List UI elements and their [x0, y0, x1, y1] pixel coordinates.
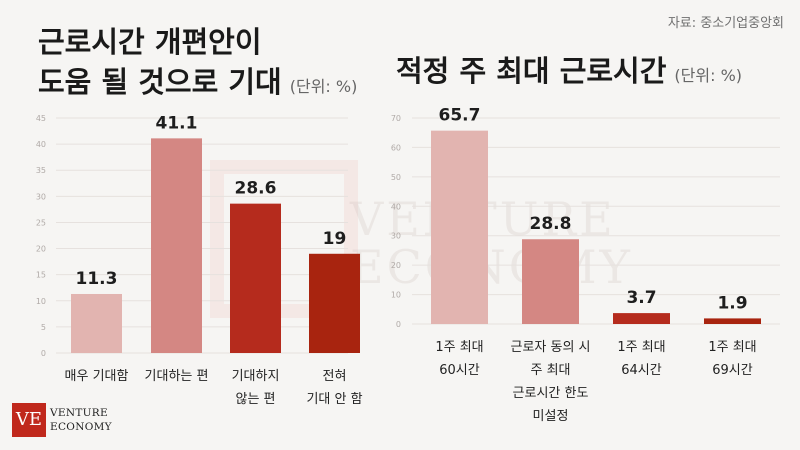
bar: [522, 239, 579, 324]
category-label: 기대하지: [232, 369, 280, 384]
y-tick-label: 10: [36, 297, 46, 306]
category-label: 근로자 동의 시: [510, 340, 590, 355]
y-tick-label: 15: [36, 271, 46, 280]
left-title-line2: 도움 될 것으로 기대: [38, 65, 282, 99]
category-label: 매우 기대함: [65, 369, 129, 384]
data-label: 28.8: [530, 214, 572, 234]
bar: [71, 293, 122, 353]
watermark-line2: ECONOMY: [350, 240, 633, 294]
venture-economy-logo: VE VENTURE ECONOMY: [12, 401, 122, 441]
bar: [151, 138, 202, 353]
y-tick-label: 20: [391, 261, 401, 270]
category-label: 1주 최대: [617, 340, 665, 355]
logo-wordmark: VENTURE ECONOMY: [50, 406, 112, 434]
logo-mark: VE: [12, 403, 46, 437]
right-unit-label: (단위: %): [674, 66, 743, 85]
category-label: 미설정: [533, 409, 569, 424]
data-label: 3.7: [626, 288, 656, 308]
category-label: 69시간: [712, 363, 753, 378]
category-label: 전혀: [323, 369, 347, 384]
y-tick-label: 50: [391, 173, 401, 182]
source-note: 자료: 중소기업중앙회: [667, 16, 784, 31]
y-tick-label: 10: [391, 291, 401, 300]
left-unit-label: (단위: %): [289, 77, 358, 96]
y-tick-label: 30: [391, 232, 401, 241]
y-tick-label: 5: [41, 323, 46, 332]
y-tick-label: 60: [391, 143, 401, 152]
right-chart-title: 적정 주 최대 근로시간 (단위: %): [396, 48, 742, 90]
left-title-line1: 근로시간 개편안이: [38, 25, 262, 59]
data-label: 1.9: [717, 293, 747, 313]
y-tick-label: 40: [36, 140, 46, 149]
y-tick-label: 70: [391, 114, 401, 123]
logo-line2: ECONOMY: [50, 421, 112, 433]
right-title-text: 적정 주 최대 근로시간: [396, 54, 667, 88]
bar: [613, 313, 670, 324]
category-label: 1주 최대: [435, 340, 483, 355]
y-tick-label: 25: [36, 218, 46, 227]
bar: [704, 318, 761, 324]
category-label: 64시간: [621, 363, 662, 378]
data-label: 28.6: [235, 179, 277, 199]
y-tick-label: 35: [36, 166, 46, 175]
data-label: 41.1: [156, 113, 198, 133]
category-label: 60시간: [439, 363, 480, 378]
category-label: 기대하는 편: [145, 369, 209, 384]
category-label: 근로시간 한도: [513, 386, 589, 401]
data-label: 11.3: [76, 269, 118, 289]
bar: [431, 130, 488, 324]
y-tick-label: 20: [36, 245, 46, 254]
y-tick-label: 40: [391, 202, 401, 211]
y-tick-label: 30: [36, 192, 46, 201]
bar: [309, 253, 360, 353]
left-chart-title: 근로시간 개편안이 도움 될 것으로 기대 (단위: %): [38, 22, 357, 107]
y-tick-label: 45: [36, 114, 46, 123]
category-label: 않는 편: [235, 392, 275, 407]
category-label: 1주 최대: [708, 340, 756, 355]
y-tick-label: 0: [41, 349, 46, 358]
category-label: 주 최대: [530, 363, 570, 378]
data-label: 19: [323, 229, 347, 249]
category-label: 기대 안 함: [306, 392, 362, 407]
bar: [230, 203, 281, 353]
data-label: 65.7: [439, 106, 481, 126]
y-tick-label: 0: [396, 320, 401, 329]
logo-line1: VENTURE: [50, 407, 108, 419]
